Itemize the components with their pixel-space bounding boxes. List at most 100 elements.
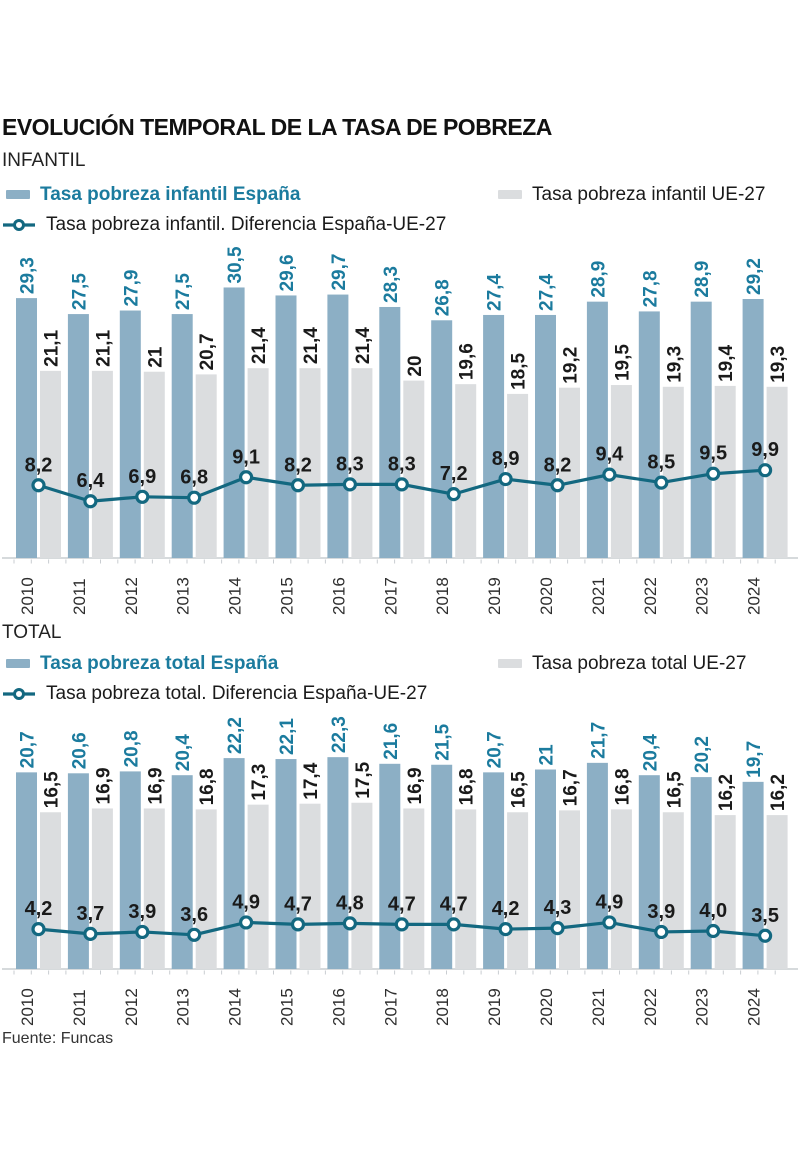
value-label-espana: 22,1: [277, 718, 298, 755]
diff-label: 4,2: [25, 898, 53, 920]
bar-ue: [662, 386, 684, 558]
value-label-espana: 21,6: [381, 723, 402, 760]
year-label: 2014: [226, 577, 245, 615]
year-label: 2018: [433, 577, 452, 615]
bar-ue: [40, 812, 61, 969]
value-label-espana: 27,8: [640, 270, 661, 307]
diff-marker: [654, 924, 669, 940]
bar-ue: [714, 815, 736, 969]
legend-label-diff: Tasa pobreza total. Diferencia España-UE…: [46, 683, 428, 704]
legend-swatch-ue: [498, 190, 522, 199]
diff-label: 8,2: [284, 454, 312, 476]
bar-espana: [223, 287, 245, 558]
diff-label: 9,1: [232, 446, 260, 468]
bar-espana: [223, 758, 245, 969]
year-label: 2012: [122, 577, 141, 615]
bar-ue: [403, 380, 425, 558]
value-label-ue: 20,7: [197, 333, 218, 370]
diff-marker: [550, 921, 565, 936]
value-label-espana: 20,6: [69, 732, 90, 769]
diff-label: 3,5: [751, 905, 779, 927]
bar-espana: [742, 298, 764, 558]
year-label: 2015: [278, 577, 297, 615]
bar-ue: [610, 809, 632, 969]
value-label-ue: 21,4: [301, 327, 322, 364]
year-label: 2019: [485, 577, 504, 615]
value-label-ue: 19,5: [612, 344, 633, 381]
bar-ue: [91, 370, 113, 558]
bar-espana: [275, 759, 297, 969]
diff-label: 3,9: [128, 901, 156, 923]
legend-swatch-espana: [6, 190, 30, 199]
value-label-espana: 22,3: [329, 716, 350, 753]
bar-espana: [586, 762, 608, 969]
diff-label: 9,4: [595, 444, 624, 466]
legend-row-diff: Tasa pobreza total. Diferencia España-UE…: [2, 683, 798, 704]
diff-label: 8,2: [25, 454, 53, 476]
diff-marker: [498, 471, 513, 487]
bar-ue: [195, 374, 217, 558]
diff-marker: [706, 466, 721, 481]
legend-label-ue: Tasa pobreza total UE-27: [532, 653, 747, 674]
bar-espana: [16, 772, 37, 969]
bar-espana: [275, 295, 297, 558]
chart-total: 20,716,5201020,616,9201120,816,9201220,4…: [2, 716, 798, 1026]
value-label-ue: 16,5: [509, 771, 530, 808]
bar-espana: [535, 769, 556, 969]
value-label-ue: 17,5: [353, 761, 374, 798]
bar-espana: [379, 306, 401, 558]
value-label-espana: 28,3: [381, 266, 402, 303]
diff-marker: [446, 487, 461, 502]
diff-label: 4,3: [544, 897, 572, 919]
diff-label: 8,3: [336, 453, 364, 475]
diff-label: 8,9: [492, 448, 520, 470]
legend-right-group: Tasa pobreza total UE-27: [498, 653, 746, 674]
value-label-ue: 16,9: [93, 767, 114, 804]
diff-label: 8,3: [388, 453, 416, 475]
bar-espana: [483, 772, 505, 969]
source-note: Fuente: Funcas: [2, 1030, 114, 1047]
diff-marker: [187, 927, 202, 942]
bar-ue: [143, 371, 165, 558]
year-label: 2017: [381, 988, 400, 1026]
year-label: 2021: [589, 988, 608, 1026]
year-label: 2022: [641, 988, 660, 1026]
bar-ue: [403, 808, 425, 969]
value-label-ue: 21,4: [353, 327, 374, 364]
year-label: 2021: [589, 577, 608, 615]
value-label-espana: 21: [537, 744, 558, 766]
legend-label-ue: Tasa pobreza infantil UE-27: [532, 184, 766, 205]
diff-marker: [706, 923, 721, 939]
value-label-espana: 20,2: [692, 736, 713, 773]
bar-espana: [327, 757, 349, 969]
year-label: 2011: [70, 989, 89, 1026]
page-title: EVOLUCIÓN TEMPORAL DE LA TASA DE POBREZA: [2, 114, 552, 140]
value-label-ue: 19,6: [457, 343, 478, 380]
bar-ue: [455, 809, 477, 969]
bar-espana: [638, 311, 660, 558]
value-label-espana: 29,6: [277, 254, 298, 291]
diff-label: 4,9: [232, 891, 260, 913]
value-label-ue: 16,8: [197, 768, 218, 805]
section-total: TOTAL Tasa pobreza total España Tasa pob…: [2, 622, 798, 1026]
value-label-espana: 27,5: [69, 273, 90, 310]
year-label: 2016: [329, 988, 348, 1026]
diff-label: 8,2: [544, 454, 572, 476]
diff-label: 7,2: [440, 463, 468, 485]
diff-marker: [550, 478, 565, 493]
value-label-espana: 19,7: [744, 741, 765, 778]
diff-label: 8,5: [647, 452, 675, 474]
diff-marker: [290, 478, 306, 493]
diff-marker: [602, 467, 617, 482]
year-label: 2010: [18, 988, 37, 1026]
diff-label: 4,7: [440, 893, 468, 915]
bar-ue: [247, 804, 269, 969]
value-label-ue: 20: [405, 355, 426, 376]
diff-marker: [83, 494, 98, 509]
value-label-ue: 16,5: [42, 771, 63, 808]
value-label-ue: 16,9: [405, 767, 426, 804]
value-label-ue: 16,9: [145, 767, 166, 804]
bar-ue: [195, 809, 217, 969]
year-label: 2023: [693, 988, 712, 1026]
value-label-ue: 17,4: [301, 762, 322, 799]
